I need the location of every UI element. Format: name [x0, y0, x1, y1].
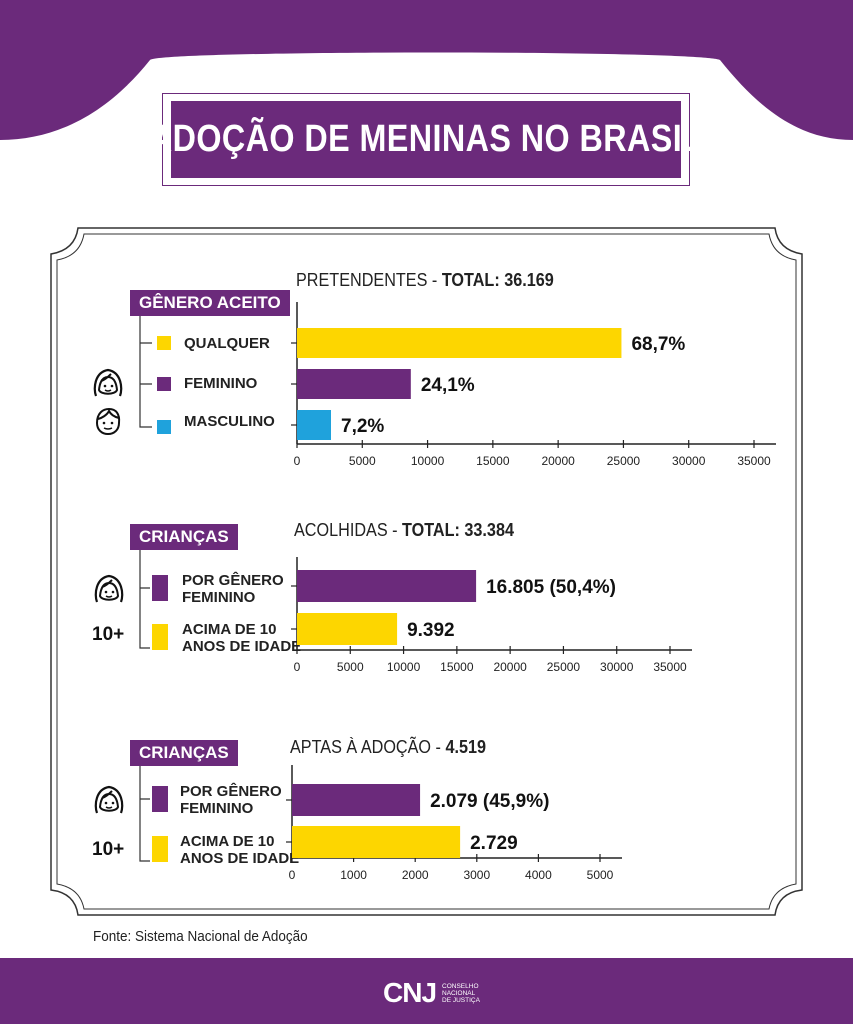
legend-line-1: ACIMA DE 10 [182, 621, 277, 638]
section-1-title-main: PRETENDENTES - [296, 270, 442, 290]
section-2-tag: CRIANÇAS [130, 524, 238, 550]
title-box: ADOÇÃO DE MENINAS NO BRASIL [149, 101, 702, 178]
legend-line-2: FEMININO [180, 800, 254, 817]
page-title: ADOÇÃO DE MENINAS NO BRASIL [149, 118, 703, 160]
legend-line-1: ACIMA DE 10 [180, 833, 275, 850]
legend-label-acima-10: ACIMA DE 10 ANOS DE IDADE [180, 833, 299, 867]
chart-2-tick-label: 20000 [493, 660, 527, 674]
chart-3-data-label: 2.729 [470, 833, 518, 854]
chart-1-tick-label: 15000 [476, 454, 510, 468]
chart-1-data-label: 7,2% [341, 416, 384, 437]
girl-face-icon [94, 785, 124, 814]
legend-label-masculino: MASCULINO [184, 413, 275, 430]
legend-line-2: FEMININO [182, 589, 256, 606]
legend-swatch-genero-feminino [152, 575, 168, 601]
chart-3-bar [292, 826, 461, 858]
logo-line-3: DE JUSTIÇA [442, 996, 480, 1004]
footer-bar [0, 958, 853, 1024]
chart-1-bar [297, 328, 622, 358]
chart-1-tick-label: 30000 [672, 454, 706, 468]
chart-1-data-label: 24,1% [421, 375, 475, 396]
chart-1-tick-label: 25000 [607, 454, 641, 468]
chart-2-tick-label: 15000 [440, 660, 474, 674]
chart-2-data-label: 16.805 (50,4%) [486, 577, 616, 598]
chart-2-bar [297, 570, 477, 602]
chart-3-data-label: 2.079 (45,9%) [430, 791, 549, 812]
source-note: Fonte: Sistema Nacional de Adoção [93, 928, 308, 945]
chart-3-tick-label: 3000 [463, 868, 490, 882]
chart-3-tick-label: 2000 [402, 868, 429, 882]
section-3-title-main: APTAS À ADOÇÃO - [290, 737, 446, 757]
legend-line-1: POR GÊNERO [182, 572, 284, 589]
chart-1-tick-label: 10000 [411, 454, 445, 468]
chart-2-tick-label: 25000 [547, 660, 581, 674]
chart-1-tick-label: 35000 [737, 454, 771, 468]
legend-label-genero-feminino: POR GÊNERO FEMININO [180, 783, 282, 817]
legend-label-qualquer: QUALQUER [184, 335, 270, 352]
section-1-title: PRETENDENTES - TOTAL: 36.169 [296, 270, 554, 291]
chart-2-tick-label: 35000 [653, 660, 687, 674]
chart-1-bar [297, 369, 411, 399]
legend-line-2: ANOS DE IDADE [182, 638, 302, 655]
age-10-plus-label: 10+ [92, 624, 125, 645]
chart-1-tick-label: 5000 [349, 454, 376, 468]
legend-line-1: POR GÊNERO [180, 783, 282, 800]
chart-1-tick-label: 20000 [541, 454, 575, 468]
legend-swatch-qualquer [157, 336, 171, 350]
boy-face-icon [95, 407, 121, 436]
logo-line-2: NACIONAL [442, 989, 476, 997]
chart-2-tick-label: 10000 [387, 660, 421, 674]
legend-swatch-masculino [157, 420, 171, 434]
legend-line-2: ANOS DE IDADE [180, 850, 300, 867]
chart-3-tick-label: 4000 [525, 868, 552, 882]
girl-face-icon [94, 574, 124, 603]
age-10-plus-label: 10+ [92, 839, 125, 860]
chart-2-bar [297, 613, 398, 645]
cnj-logo-mark: CNJ [383, 977, 437, 1008]
chart-3-tick-label: 0 [289, 868, 296, 882]
chart-3-bar [292, 784, 421, 816]
legend-swatch-acima-10 [152, 836, 168, 862]
cnj-logo-text: CONSELHO NACIONAL DE JUSTIÇA [442, 983, 480, 1004]
title-frame: ADOÇÃO DE MENINAS NO BRASIL [149, 93, 702, 186]
legend-label-acima-10: ACIMA DE 10 ANOS DE IDADE [182, 621, 301, 655]
legend-swatch-acima-10 [152, 624, 168, 650]
section-3-title-bold: 4.519 [445, 737, 486, 757]
chart-1-bar [297, 410, 332, 440]
legend-label-genero-feminino: POR GÊNERO FEMININO [182, 572, 284, 606]
legend-swatch-feminino [157, 377, 171, 391]
header-background [0, 0, 853, 140]
cnj-logo: CNJ CONSELHO NACIONAL DE JUSTIÇA [383, 977, 480, 1009]
section-2-title: ACOLHIDAS - TOTAL: 33.384 [294, 520, 514, 541]
chart-2-tick-label: 30000 [600, 660, 634, 674]
section-3-title: APTAS À ADOÇÃO - 4.519 [290, 737, 486, 758]
chart-3-tick-label: 1000 [340, 868, 367, 882]
section-3-tag: CRIANÇAS [130, 740, 238, 766]
chart-2-data-label: 9.392 [407, 620, 455, 641]
section-2-title-main: ACOLHIDAS - [294, 520, 403, 540]
chart-2-tick-label: 5000 [337, 660, 364, 674]
section-1-tag: GÊNERO ACEITO [130, 290, 290, 316]
section-1-title-bold: TOTAL: 36.169 [441, 270, 554, 290]
chart-3-tick-label: 5000 [587, 868, 614, 882]
logo-line-1: CONSELHO [442, 982, 479, 990]
chart-1-tick-label: 0 [294, 454, 301, 468]
section-2-title-bold: TOTAL: 33.384 [402, 520, 514, 540]
legend-swatch-genero-feminino [152, 786, 168, 812]
chart-1-data-label: 68,7% [631, 334, 685, 355]
chart-2-tick-label: 0 [294, 660, 301, 674]
girl-face-icon [93, 368, 123, 397]
legend-label-feminino: FEMININO [184, 375, 258, 392]
